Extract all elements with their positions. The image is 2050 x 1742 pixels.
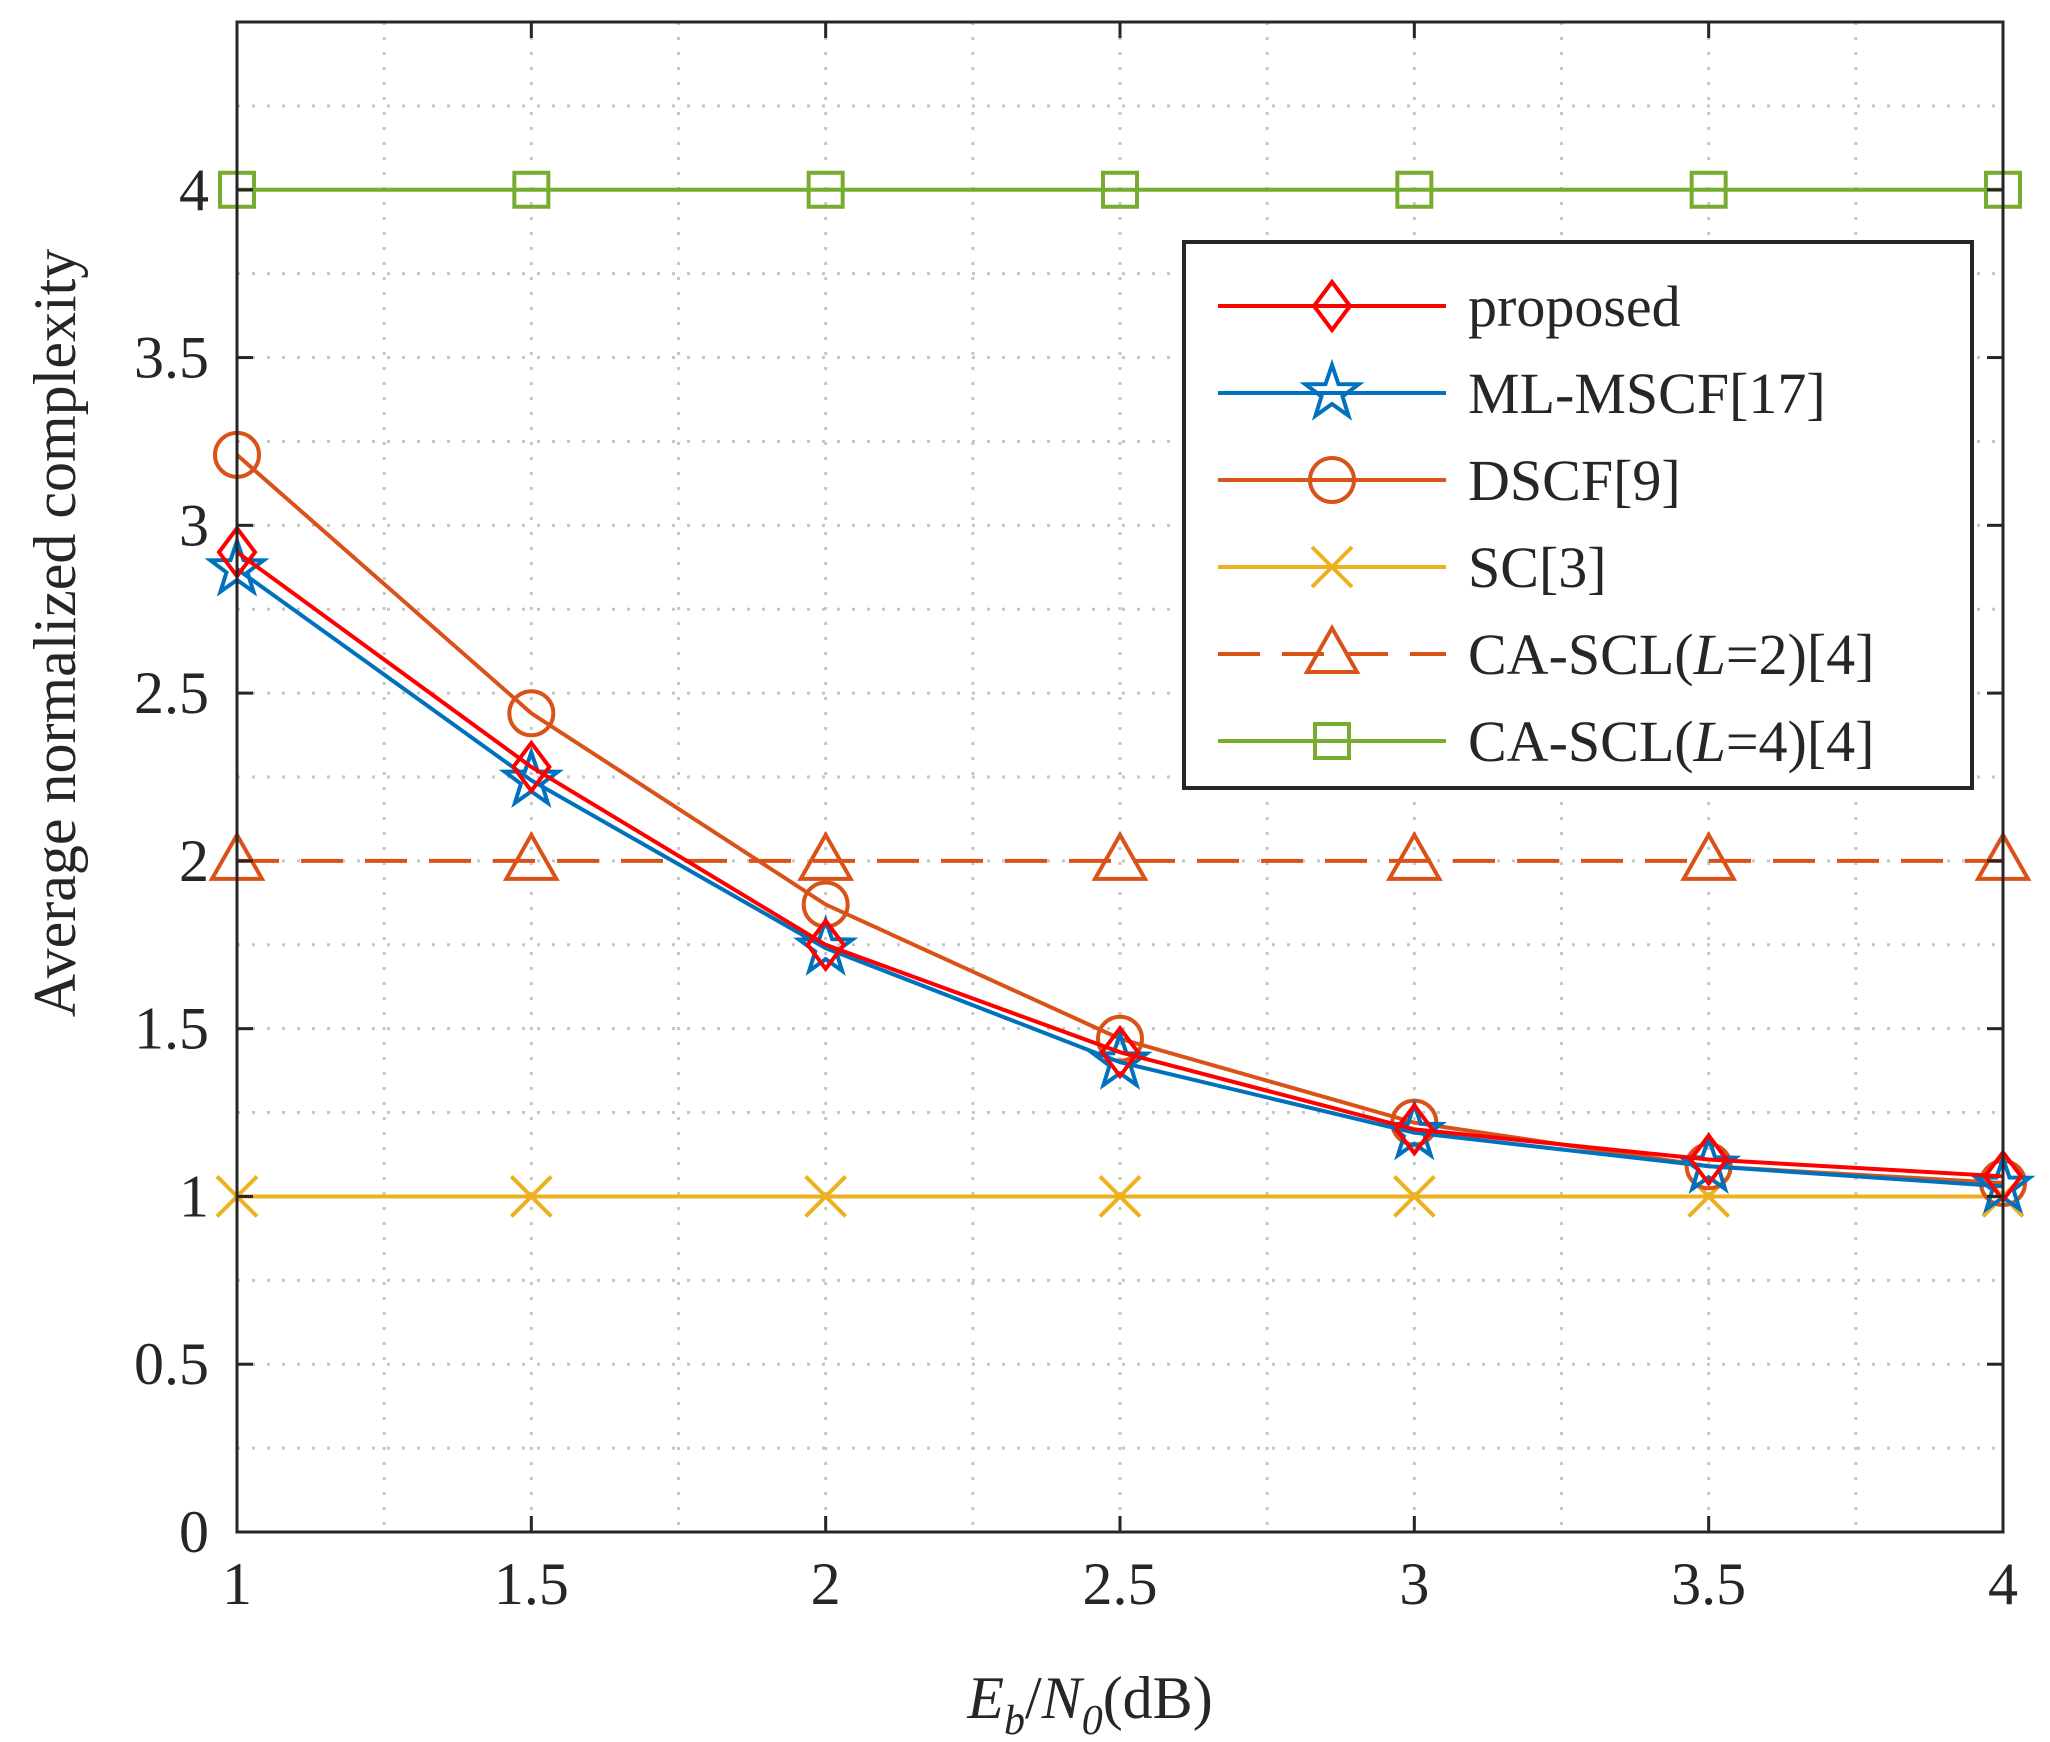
data-point [1099, 1024, 1141, 1080]
y-tick-label: 2 [179, 828, 209, 894]
x-tick-label: 4 [1988, 1551, 2018, 1617]
data-point [1392, 1175, 1436, 1218]
y-tick-label: 4 [179, 157, 209, 223]
x-axis-label-slash: / [1025, 1665, 1042, 1731]
data-point [1689, 170, 1728, 209]
legend-label-ca-scl-l2: CA-SCL(L=2)[4] [1468, 622, 1875, 687]
legend-label-ca-scl-l4-prefix: CA-SCL( [1468, 709, 1694, 774]
legend-swatch-4 [1218, 623, 1446, 674]
data-point [1385, 830, 1443, 881]
data-point [1393, 1102, 1435, 1157]
legend-swatch-marker [1310, 545, 1354, 589]
x-axis-label-e: E [966, 1665, 1004, 1731]
legend-swatch-marker [1308, 456, 1356, 504]
data-point [509, 1175, 553, 1218]
x-axis-label-n: N [1041, 1665, 1085, 1731]
x-tick-label: 2 [811, 1551, 841, 1617]
series-3 [215, 1175, 2025, 1218]
legend-box [1182, 240, 1974, 790]
y-axis-label: Average normalized complexity [22, 249, 88, 1018]
y-tick-label: 3 [179, 492, 209, 558]
legend-label-ca-scl-l2-suffix: =2)[4] [1726, 622, 1875, 687]
legend: proposed ML-MSCF[17] DSCF[9] SC[3] CA-SC… [1182, 240, 1974, 790]
axes: 1 1.5 2 2.5 3 3.5 4 0 0.5 1 1.5 2 2.5 3 3.5 4 [134, 20, 2018, 1617]
x-axis-label-b: b [1004, 1698, 1025, 1742]
x-tick-label: 3.5 [1671, 1551, 1746, 1617]
legend-swatch-marker [1299, 358, 1365, 421]
data-point [1098, 1175, 1142, 1218]
legend-label-dscf: DSCF[9] [1468, 448, 1681, 513]
y-tick-label: 0 [179, 1499, 209, 1565]
series-layer [204, 170, 2036, 1218]
legend-swatch-1 [1218, 358, 1446, 421]
data-point [512, 170, 551, 209]
legend-swatch-marker [1311, 278, 1353, 334]
y-tick-label: 0.5 [134, 1331, 209, 1397]
data-point [797, 830, 855, 881]
legend-label-ca-scl-l2-prefix: CA-SCL( [1468, 622, 1694, 687]
data-point [801, 880, 850, 929]
legend-label-ca-scl-l4: CA-SCL(L=4)[4] [1468, 709, 1875, 774]
y-tick-label: 1.5 [134, 996, 209, 1062]
legend-swatch-marker [1313, 722, 1351, 760]
data-point [502, 830, 560, 881]
x-axis-label-zero: 0 [1082, 1698, 1103, 1742]
x-axis-label-unit: (dB) [1103, 1665, 1213, 1731]
legend-swatch-0 [1218, 278, 1446, 334]
x-tick-label: 2.5 [1083, 1551, 1158, 1617]
y-tick-label: 2.5 [134, 660, 209, 726]
data-point [1101, 170, 1139, 209]
legend-label-ml-mscf: ML-MSCF[17] [1468, 361, 1826, 426]
legend-label-ca-scl-l4-l: L [1693, 709, 1726, 774]
legend-label-sc: SC[3] [1468, 535, 1607, 600]
y-tick-label: 1 [179, 1163, 209, 1229]
data-point [1091, 830, 1149, 881]
data-point [806, 170, 845, 209]
legend-swatch-3 [1218, 545, 1446, 589]
data-point [793, 913, 859, 976]
legend-label-ca-scl-l4-suffix: =4)[4] [1726, 709, 1875, 774]
legend-entries [1218, 278, 1446, 760]
data-point [507, 689, 556, 738]
legend-swatch-5 [1218, 722, 1446, 760]
data-point [805, 917, 847, 973]
y-tick-label: 3.5 [134, 325, 209, 391]
legend-swatch-marker [1303, 623, 1361, 674]
x-tick-label: 1.5 [494, 1551, 569, 1617]
data-point [1680, 830, 1738, 881]
series-line [235, 550, 2004, 1179]
x-axis-label: Eb/N0(dB) [966, 1665, 1212, 1742]
x-tick-label: 1 [222, 1551, 252, 1617]
legend-label-ca-scl-l2-l: L [1693, 622, 1726, 687]
x-tick-label: 3 [1399, 1551, 1429, 1617]
data-point [1688, 1132, 1730, 1187]
data-point [510, 739, 552, 795]
data-point [1395, 170, 1434, 209]
data-point [804, 1175, 848, 1218]
series-line [235, 567, 2004, 1189]
legend-label-proposed: proposed [1468, 274, 1681, 339]
legend-swatch-2 [1218, 456, 1446, 504]
